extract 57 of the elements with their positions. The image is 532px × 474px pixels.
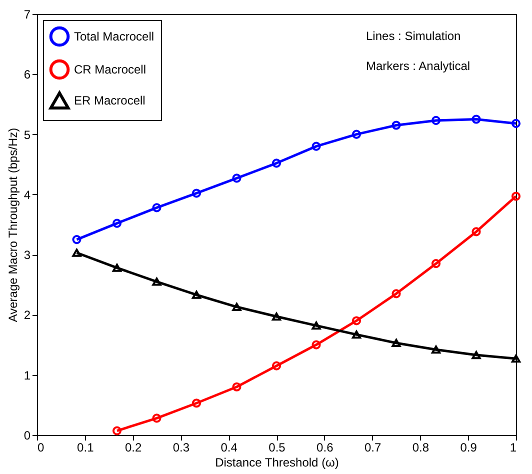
- x-tick-label: 0.8: [412, 440, 430, 454]
- point: [312, 142, 321, 151]
- legend-label: Total Macrocell: [74, 30, 154, 44]
- point: [152, 414, 162, 423]
- y-tick-label: 2: [24, 308, 31, 322]
- annotation: Markers : Analytical: [366, 59, 470, 73]
- y-tick-label: 7: [24, 8, 31, 22]
- point: [431, 116, 441, 125]
- point: [472, 350, 481, 360]
- x-tick-label: 0.5: [268, 440, 286, 454]
- point: [392, 289, 401, 298]
- point: [152, 203, 162, 212]
- y-tick-label: 5: [24, 128, 31, 142]
- point: [511, 354, 521, 363]
- point: [312, 321, 321, 330]
- point: [232, 174, 242, 183]
- point: [112, 218, 122, 228]
- point: [232, 382, 242, 392]
- y-tick-label: 4: [24, 188, 31, 202]
- point: [232, 302, 242, 311]
- point: [72, 248, 82, 257]
- x-tick-label: 1: [510, 440, 517, 454]
- point: [352, 130, 362, 139]
- x-tick-label: 0.1: [77, 440, 94, 454]
- point: [272, 312, 282, 321]
- annotation: Lines : Simulation: [366, 29, 461, 43]
- point: [472, 114, 481, 124]
- x-tick-label: 0.2: [124, 440, 142, 454]
- point: [152, 278, 162, 286]
- y-tick-label: 6: [24, 68, 31, 82]
- point: [352, 330, 362, 339]
- point: [192, 290, 202, 299]
- point: [112, 264, 122, 272]
- point: [352, 316, 362, 326]
- point: [272, 361, 282, 370]
- point: [192, 188, 202, 198]
- legend-label: ER Macrocell: [74, 94, 146, 108]
- point: [272, 158, 282, 168]
- y-tick-label: 1: [24, 368, 31, 382]
- y-tick-label: 3: [24, 248, 31, 262]
- point: [472, 227, 481, 236]
- x-tick-label: 0.6: [316, 440, 334, 454]
- point: [392, 120, 401, 130]
- point: [431, 346, 441, 354]
- point: [312, 340, 321, 350]
- point: [431, 259, 441, 268]
- point: [392, 338, 401, 348]
- x-tick-label: 0.7: [364, 440, 382, 454]
- legend-label: CR Macrocell: [74, 62, 146, 76]
- x-tick-label: 0.3: [172, 440, 190, 454]
- x-tick-label: 0.4: [220, 440, 238, 454]
- y-tick-label: 0: [24, 428, 31, 442]
- x-axis-title: Distance Threshold (ω): [215, 456, 339, 470]
- y-axis-title: Average Macro Throughput (bps/Hz): [6, 128, 20, 322]
- x-tick-label: 0: [38, 440, 44, 454]
- x-tick-label: 0.9: [460, 440, 478, 454]
- point: [192, 398, 202, 408]
